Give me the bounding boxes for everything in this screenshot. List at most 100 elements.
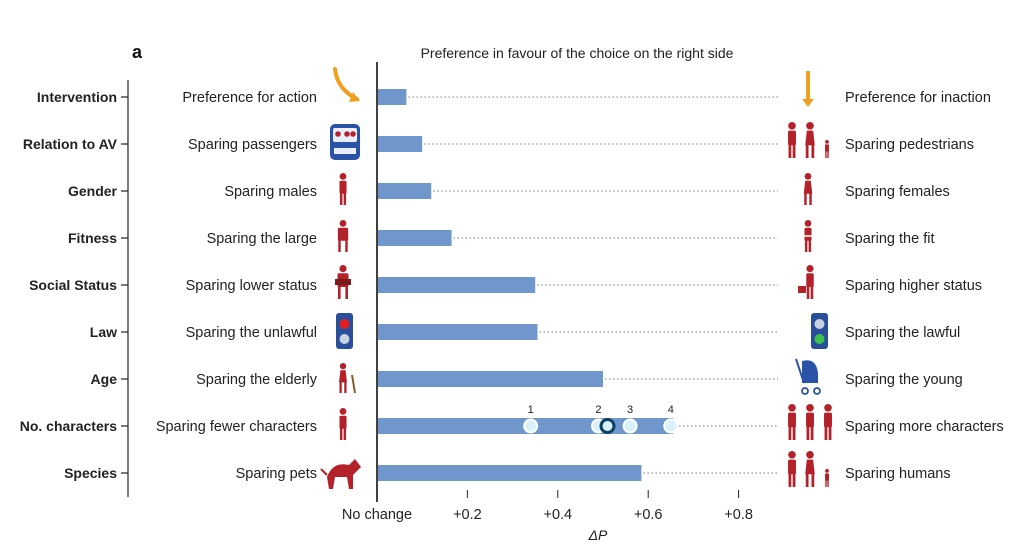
humans-icon (788, 451, 829, 487)
person-body (788, 412, 796, 428)
person-leg (810, 426, 814, 440)
left-choice-label: Sparing males (224, 184, 317, 200)
person-body (806, 273, 814, 287)
person-body (804, 227, 812, 241)
passenger-head (350, 131, 356, 137)
dotted-guides (408, 96, 778, 474)
person-leg (344, 381, 347, 393)
person-leg (827, 151, 829, 158)
person-leg (828, 426, 832, 440)
right-choice-label: Sparing higher status (845, 278, 982, 294)
left-choice-label: Preference for action (182, 90, 317, 106)
person-body (803, 180, 813, 194)
bar (378, 324, 538, 340)
person-head (824, 404, 832, 412)
person-leg (788, 473, 792, 487)
passenger-head (335, 131, 341, 137)
person-head (339, 408, 347, 415)
person-leg (825, 480, 827, 487)
row-labels: Intervention Preference for action Prefere… (20, 89, 1004, 482)
person-leg (824, 426, 828, 440)
person-head (788, 122, 796, 130)
attribute-label: Law (90, 324, 117, 340)
person-head (339, 173, 347, 180)
character-point (663, 418, 679, 434)
person-leg (804, 192, 807, 205)
pedestrians-family-icon (788, 122, 829, 158)
athlete-icon (802, 220, 814, 252)
person-leg (827, 480, 829, 487)
dog-shape (327, 459, 361, 489)
person-leg (825, 151, 827, 158)
person-head (804, 173, 812, 180)
person-body (339, 415, 347, 429)
arrow-head (802, 99, 814, 107)
person-leg (805, 144, 809, 158)
executive-icon (798, 265, 814, 299)
axes: No change +0.2 +0.4 +0.6 +0.8 (121, 62, 753, 523)
character-point (622, 418, 638, 434)
person-body (825, 473, 829, 481)
bar (378, 465, 642, 481)
attribute-label: Relation to AV (23, 136, 118, 152)
bar (378, 277, 536, 293)
bar (378, 230, 452, 246)
person-body (805, 130, 815, 146)
person-leg (345, 239, 348, 252)
right-choice-label: Sparing pedestrians (845, 137, 974, 153)
attribute-label: Fitness (68, 230, 117, 246)
stroller-wheel (801, 387, 809, 395)
person-head (339, 220, 347, 227)
character-average-point (599, 418, 616, 434)
x-axis-label: ΔP (588, 527, 608, 543)
arrow-head (349, 92, 360, 102)
right-choice-label: Sparing the young (845, 372, 963, 388)
person-body (337, 227, 349, 241)
person-leg (788, 426, 792, 440)
bar (378, 89, 407, 105)
person-head (806, 451, 814, 459)
person-body (825, 144, 829, 152)
single-person-icon (339, 408, 347, 440)
male-icon (339, 173, 347, 205)
left-choice-label: Sparing the elderly (196, 372, 318, 388)
person-leg (343, 192, 347, 205)
group-icon (788, 404, 832, 440)
cane (351, 374, 356, 394)
person-head (788, 404, 796, 412)
person-leg (792, 473, 796, 487)
left-choice-label: Sparing the unlawful (186, 325, 317, 341)
character-points: 1 2 3 4 (523, 404, 679, 434)
person-head (339, 265, 347, 273)
stroller-hood (802, 360, 818, 383)
attribute-label: Social Status (29, 277, 117, 293)
off-light (339, 334, 350, 344)
person-head (825, 469, 829, 473)
right-choice-label: Sparing females (845, 184, 950, 200)
attribute-label: Gender (68, 183, 118, 199)
person-body (788, 130, 796, 146)
person-leg (339, 192, 343, 205)
green-walk-light-icon (811, 313, 828, 349)
person-head (339, 363, 347, 370)
stroller-handle (795, 358, 805, 384)
female-icon (803, 173, 813, 205)
person-body (339, 370, 347, 383)
x-tick-label: +0.6 (634, 507, 663, 523)
attribute-label: No. characters (20, 418, 117, 434)
left-choice-label: Sparing fewer characters (156, 419, 317, 435)
person-leg (806, 426, 810, 440)
homeless-icon (335, 265, 351, 299)
red-light (339, 319, 350, 329)
character-point-label: 1 (528, 404, 534, 416)
attribute-label: Intervention (37, 89, 117, 105)
left-choice-label: Sparing lower status (186, 278, 317, 294)
x-tick-label: No change (342, 507, 412, 523)
briefcase (798, 286, 806, 293)
attribute-label: Species (64, 465, 117, 481)
left-choice-label: Sparing pets (236, 466, 317, 482)
x-tick-label: +0.2 (453, 507, 482, 523)
bar (378, 136, 423, 152)
stroller-wheel (813, 387, 821, 395)
